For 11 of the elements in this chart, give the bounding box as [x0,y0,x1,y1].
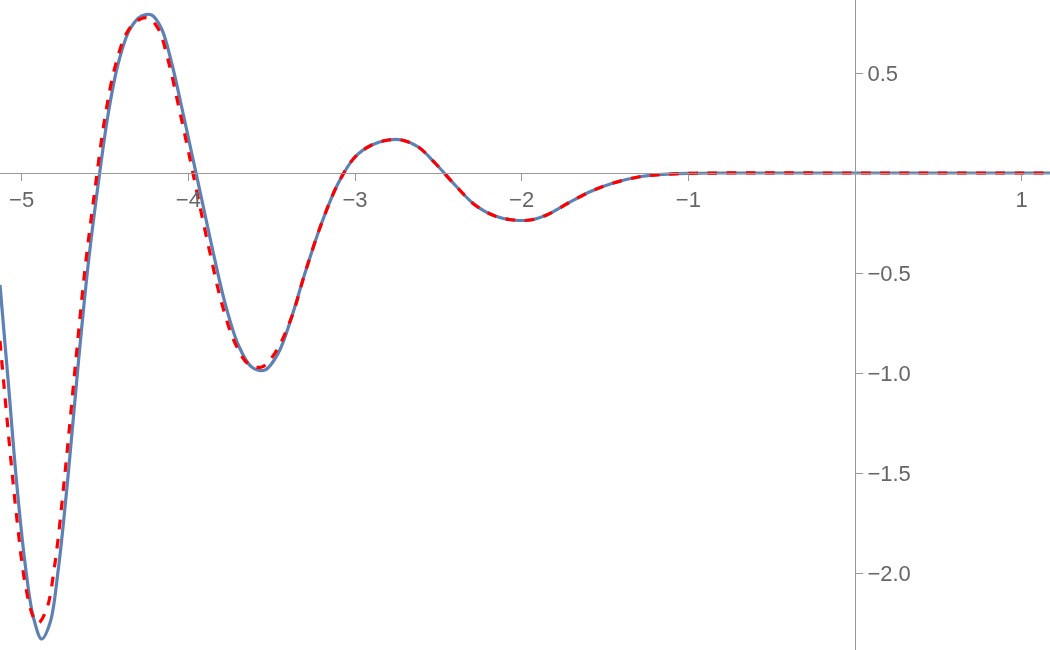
x-tick-label: −4 [175,187,201,213]
y-tick-label: −1.0 [867,360,911,386]
x-tick-label: −2 [509,187,535,213]
y-tick-label: −0.5 [867,260,911,286]
x-tick-label: −3 [342,187,368,213]
x-tick-label: 1 [1015,187,1028,213]
x-tick-label: −1 [675,187,701,213]
y-tick-label: −2.0 [867,560,911,586]
y-tick-label: −1.5 [867,460,911,486]
x-tick-label: −5 [9,187,35,213]
y-tick-label: 0.5 [867,60,898,86]
